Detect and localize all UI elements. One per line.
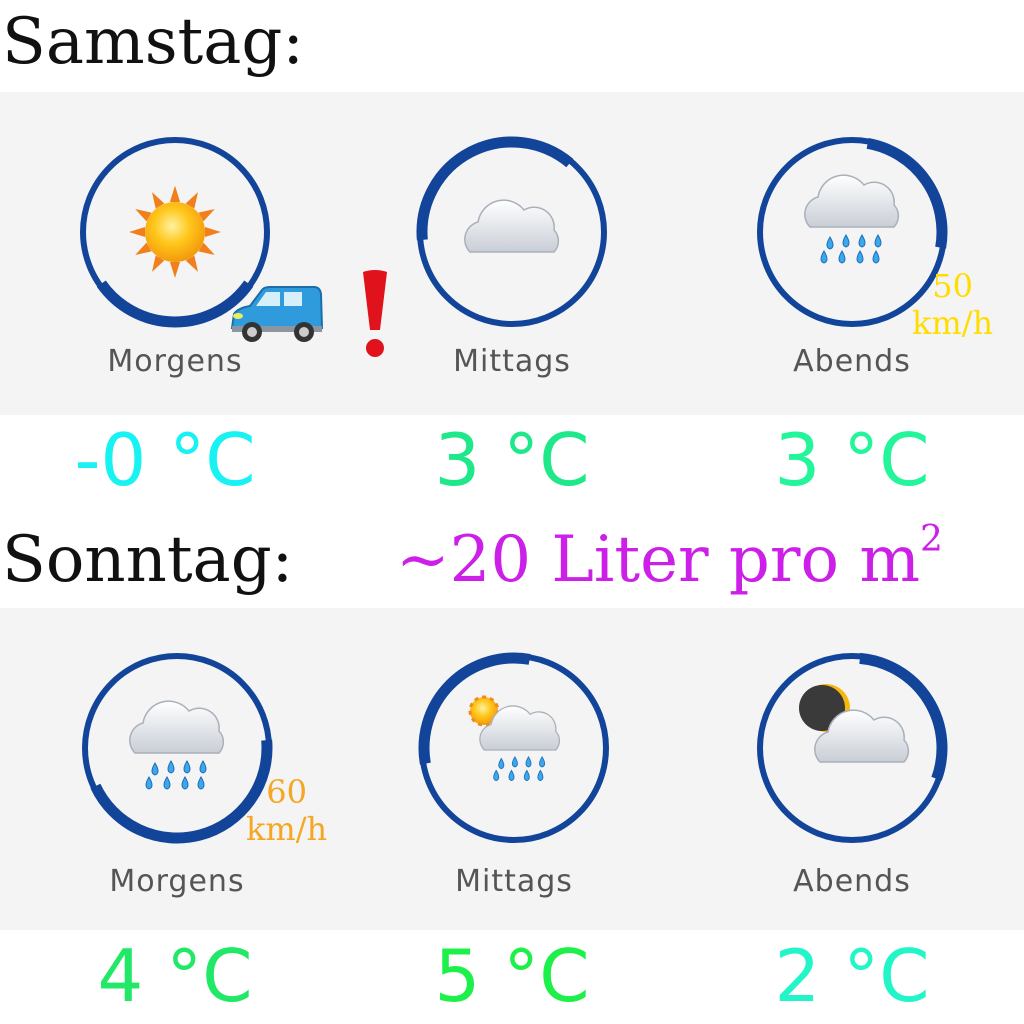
wind-speed-badge: 60 km/h — [246, 774, 327, 848]
progress-ring — [757, 137, 948, 327]
rain-cloud-icon — [129, 700, 225, 790]
forecast-slot-noon: Mittags — [362, 92, 662, 415]
ring-progress-arc — [418, 652, 531, 765]
progress-ring — [757, 652, 948, 843]
ring-progress-arc — [416, 136, 574, 241]
ring-progress-arc — [866, 137, 948, 249]
car-icon — [230, 286, 324, 342]
saturday-forecast-panel: Morgens Mittags Abends 50 km/h — [0, 92, 1024, 415]
slot-label: Abends — [793, 344, 911, 379]
progress-ring — [416, 136, 607, 327]
saturday-title: Samstag: — [2, 5, 304, 79]
sun-icon — [129, 186, 221, 278]
forecast-slot-morning: Morgens — [27, 608, 327, 930]
temperature: -0 °C — [74, 418, 256, 502]
cloud-icon — [464, 199, 560, 253]
slot-label: Abends — [793, 864, 911, 899]
ring-progress-arc — [96, 280, 254, 328]
sunday-forecast-panel: Morgens 60 km/h Mittags Abends — [0, 608, 1024, 930]
forecast-slot-noon: Mittags — [364, 608, 664, 930]
slot-label: Morgens — [109, 864, 245, 899]
rain-amount: ~20 Liter pro m2 — [396, 519, 943, 593]
forecast-slot-morning: Morgens — [25, 92, 325, 415]
ring-progress-arc — [90, 739, 273, 844]
wind-value: 60 — [266, 773, 307, 811]
rain-cloud-icon — [804, 174, 900, 264]
temperature: 2 °C — [774, 934, 930, 1018]
ring-progress-arc — [859, 652, 948, 781]
temperature: 4 °C — [97, 934, 253, 1018]
progress-ring — [82, 653, 273, 844]
progress-ring — [80, 137, 270, 328]
wind-unit: km/h — [912, 303, 994, 342]
wind-value: 50 — [932, 267, 973, 305]
exclamation-icon — [363, 270, 387, 357]
forecast-slot-evening: Abends — [702, 608, 1002, 930]
slot-label: Mittags — [453, 344, 571, 379]
rain-amount-text: ~20 Liter pro m — [396, 523, 921, 597]
moon-cloud-icon — [799, 684, 910, 763]
wind-unit: km/h — [246, 809, 328, 848]
temperature: 5 °C — [434, 934, 590, 1018]
forecast-slot-evening: Abends — [702, 92, 1002, 415]
temperature: 3 °C — [434, 418, 590, 502]
wind-speed-badge: 50 km/h — [912, 268, 993, 342]
progress-ring — [418, 652, 609, 843]
slot-label: Mittags — [455, 864, 573, 899]
rain-amount-exponent: 2 — [920, 519, 943, 560]
sunday-title: Sonntag: — [2, 523, 294, 597]
temperature: 3 °C — [774, 418, 930, 502]
sun-rain-cloud-icon — [468, 695, 561, 782]
slot-label: Morgens — [107, 344, 243, 379]
